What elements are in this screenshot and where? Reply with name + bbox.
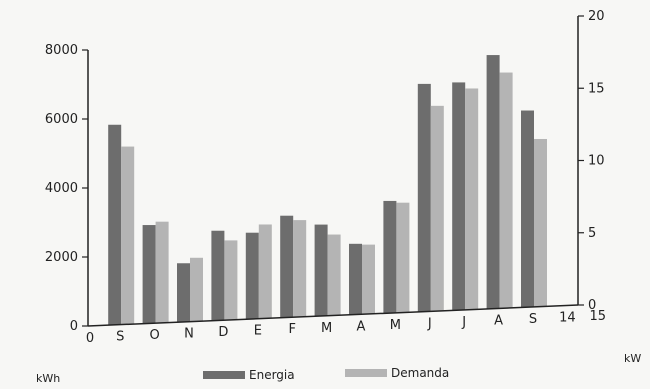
- x-extra-tick-0: 0: [86, 331, 94, 346]
- bar-demanda-6: [327, 234, 341, 316]
- x-extra-tick-2: 15: [590, 309, 607, 324]
- x-tick-label-10: J: [461, 315, 466, 330]
- left-tick-label-4: 8000: [45, 43, 78, 58]
- bar-energia-10: [452, 82, 466, 311]
- right-tick-label-4: 20: [588, 9, 605, 24]
- x-tick-label-3: D: [218, 325, 228, 340]
- bar-demanda-1: [155, 221, 169, 323]
- bar-demanda-7: [362, 244, 375, 314]
- x-tick-label-12: S: [529, 312, 537, 327]
- bar-energia-12: [521, 110, 534, 308]
- bars-group: [108, 55, 547, 325]
- bar-energia-8: [383, 200, 397, 314]
- bar-energia-7: [349, 243, 362, 315]
- right-tick-label-3: 15: [588, 81, 605, 96]
- bar-demanda-0: [121, 146, 135, 325]
- bar-energia-4: [245, 232, 259, 319]
- bar-demanda-10: [465, 88, 479, 310]
- left-axis-unit: kWh: [36, 372, 60, 385]
- right-tick-label-0: 0: [588, 298, 596, 313]
- bar-demanda-9: [430, 105, 444, 312]
- legend-swatch-demanda: [345, 369, 387, 377]
- bar-demanda-2: [190, 257, 203, 322]
- left-tick-label-0: 0: [70, 319, 78, 334]
- bar-demanda-3: [224, 240, 238, 320]
- x-tick-label-4: E: [254, 324, 262, 339]
- bar-demanda-8: [396, 202, 410, 313]
- left-tick-label-1: 2000: [45, 250, 78, 265]
- bar-energia-1: [142, 225, 156, 324]
- x-tick-label-1: O: [149, 328, 159, 343]
- bar-energia-11: [486, 55, 500, 309]
- x-extra-tick-1: 14: [559, 310, 576, 325]
- x-tick-label-11: A: [494, 313, 503, 328]
- legend-label-demanda: Demanda: [391, 366, 449, 380]
- x-tick-label-5: F: [288, 322, 295, 337]
- left-tick-label-2: 4000: [45, 181, 78, 196]
- x-tick-label-8: M: [390, 318, 401, 333]
- right-tick-label-1: 5: [588, 226, 596, 241]
- legend-swatch-energia: [203, 371, 245, 379]
- left-tick-label-3: 6000: [45, 112, 78, 127]
- bar-energia-0: [108, 124, 122, 325]
- legend-label-energia: Energia: [249, 368, 295, 382]
- legend: Energia Demanda: [203, 366, 449, 382]
- bar-energia-3: [211, 230, 225, 321]
- x-tick-label-6: M: [321, 321, 332, 336]
- bar-energia-6: [314, 224, 328, 317]
- bar-demanda-11: [499, 72, 513, 309]
- x-tick-label-7: A: [357, 319, 366, 334]
- bar-energia-5: [280, 215, 294, 318]
- right-tick-label-2: 10: [588, 154, 605, 169]
- bar-energia-9: [417, 83, 431, 312]
- bar-energia-2: [177, 263, 190, 322]
- bar-demanda-4: [258, 224, 272, 319]
- x-axis: [87, 304, 579, 327]
- bar-demanda-5: [293, 220, 307, 317]
- x-tick-label-0: S: [116, 330, 124, 345]
- right-axis-unit: kW: [624, 352, 641, 365]
- x-tick-label-9: J: [427, 316, 432, 331]
- bar-demanda-12: [534, 138, 547, 307]
- x-tick-label-2: N: [184, 327, 194, 342]
